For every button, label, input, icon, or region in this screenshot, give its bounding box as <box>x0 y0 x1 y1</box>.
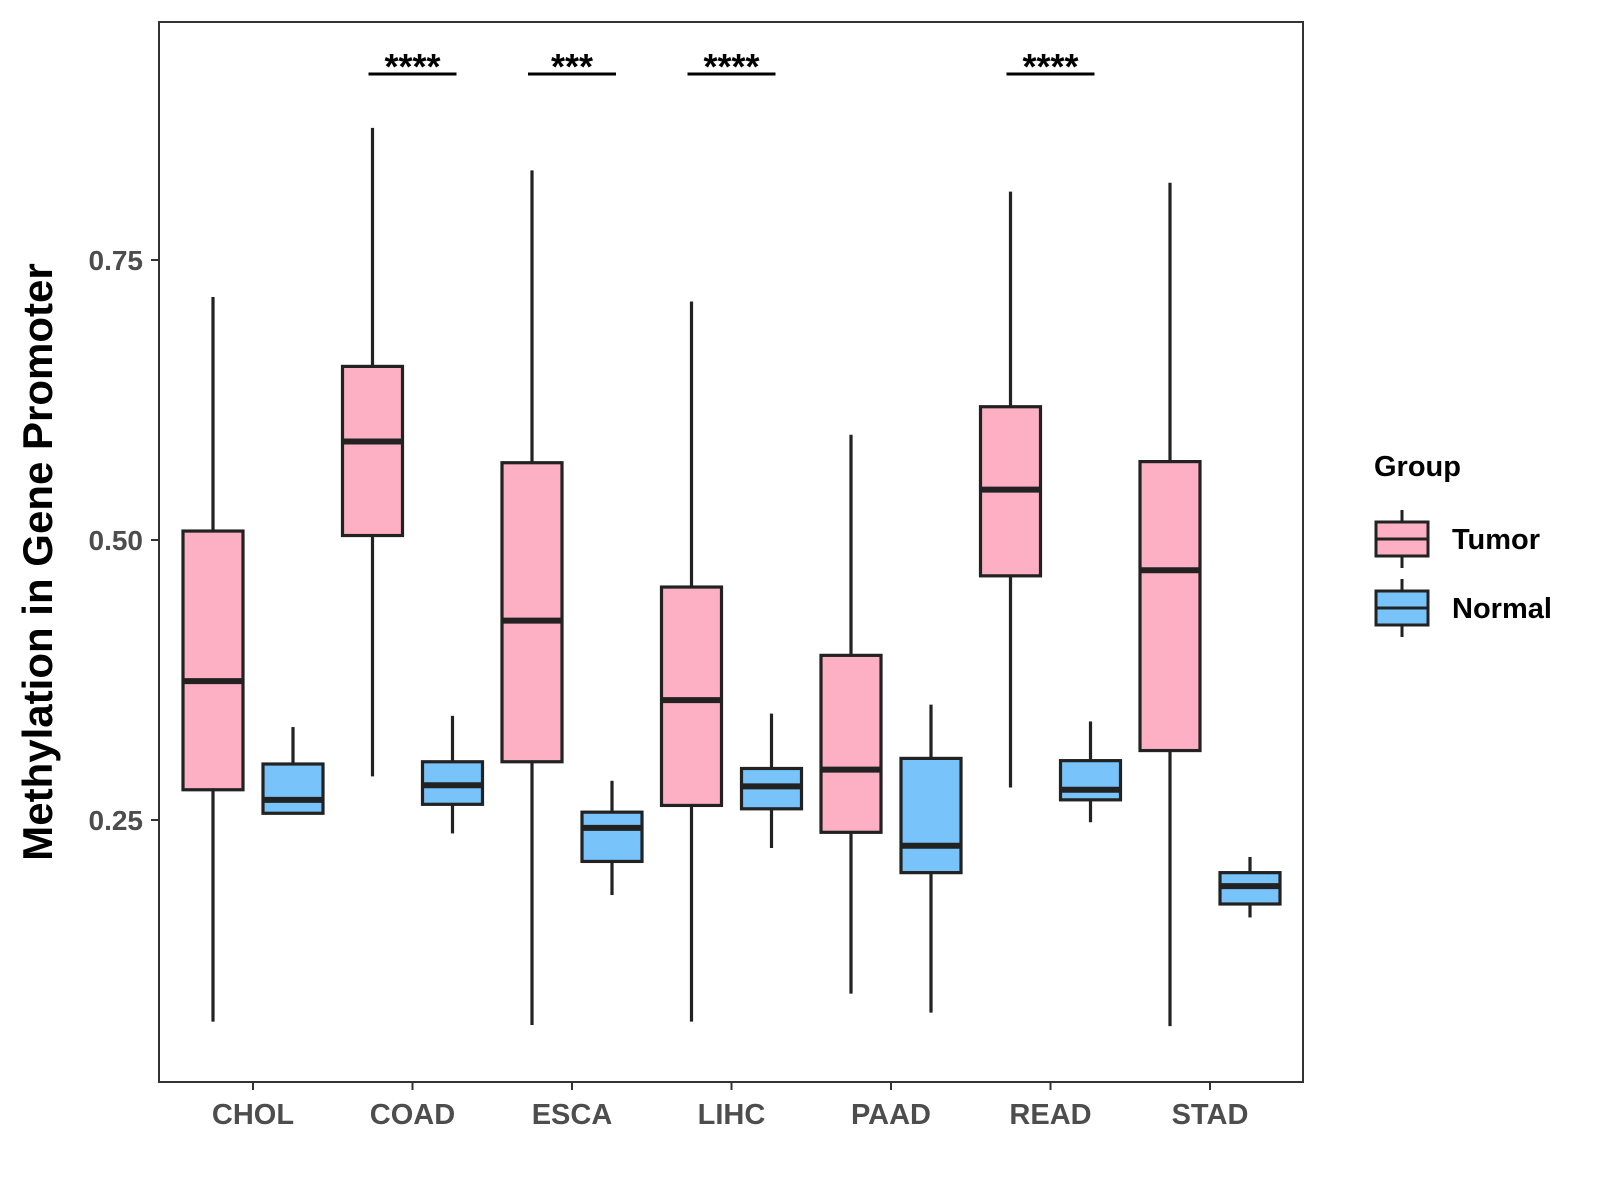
legend-item-tumor: Tumor <box>1374 510 1540 568</box>
significance-label: **** <box>1022 46 1078 87</box>
x-tick-label-stad: STAD <box>1172 1099 1249 1131</box>
box-tumor-read <box>978 191 1043 788</box>
box-iqr <box>819 653 883 834</box>
significance-label: **** <box>384 46 440 87</box>
significance-coad: **** <box>368 46 457 87</box>
y-axis: 0.25 0.50 0.75 <box>89 245 159 836</box>
box-iqr <box>181 529 245 792</box>
box-normal-stad <box>1218 856 1282 918</box>
x-tick-label-lihc: LIHC <box>698 1099 766 1131</box>
box-iqr <box>1138 460 1202 753</box>
significance-esca: *** <box>528 46 616 87</box>
y-axis-title: Methylation in Gene Promoter <box>14 263 61 860</box>
legend-label: Tumor <box>1452 524 1540 556</box>
box-iqr <box>580 810 644 864</box>
y-tick-label: 0.50 <box>89 525 144 556</box>
box-tumor-lihc <box>659 301 724 1022</box>
box-normal-read <box>1058 721 1123 823</box>
box-tumor-coad <box>340 127 405 777</box>
legend: Group Tumor Normal <box>1374 451 1552 637</box>
box-iqr <box>659 585 724 808</box>
significance-annotations: **** *** **** **** <box>368 46 1095 87</box>
significance-label: *** <box>551 46 593 87</box>
x-tick-label-esca: ESCA <box>532 1099 613 1131</box>
box-normal-paad <box>899 704 963 1013</box>
box-normal-coad <box>420 715 485 834</box>
plot-area <box>158 21 1304 1083</box>
box-tumor-paad <box>819 434 883 994</box>
box-normal-chol <box>261 727 325 815</box>
box-iqr <box>1058 759 1123 802</box>
significance-lihc: **** <box>687 46 776 87</box>
box-normal-esca <box>580 780 644 896</box>
box-iqr <box>899 756 963 875</box>
x-axis: CHOL COAD ESCA LIHC PAAD READ STAD <box>212 1082 1248 1131</box>
box-iqr <box>500 461 564 764</box>
legend-label: Normal <box>1452 593 1552 625</box>
x-tick-label-chol: CHOL <box>212 1099 294 1131</box>
significance-read: **** <box>1006 46 1095 87</box>
box-tumor-esca <box>500 170 564 1025</box>
box-normal-lihc <box>739 713 804 848</box>
x-tick-label-read: READ <box>1009 1099 1091 1131</box>
legend-title: Group <box>1374 451 1461 483</box>
y-tick-label: 0.75 <box>89 245 144 276</box>
box-iqr <box>261 762 325 815</box>
legend-item-normal: Normal <box>1374 579 1552 637</box>
box-tumor-chol <box>181 296 245 1022</box>
box-tumor-stad <box>1138 182 1202 1027</box>
box-iqr <box>340 364 405 538</box>
significance-label: **** <box>703 46 759 87</box>
x-tick-label-paad: PAAD <box>851 1099 931 1131</box>
x-tick-label-coad: COAD <box>370 1099 455 1131</box>
y-tick-label: 0.25 <box>89 805 144 836</box>
